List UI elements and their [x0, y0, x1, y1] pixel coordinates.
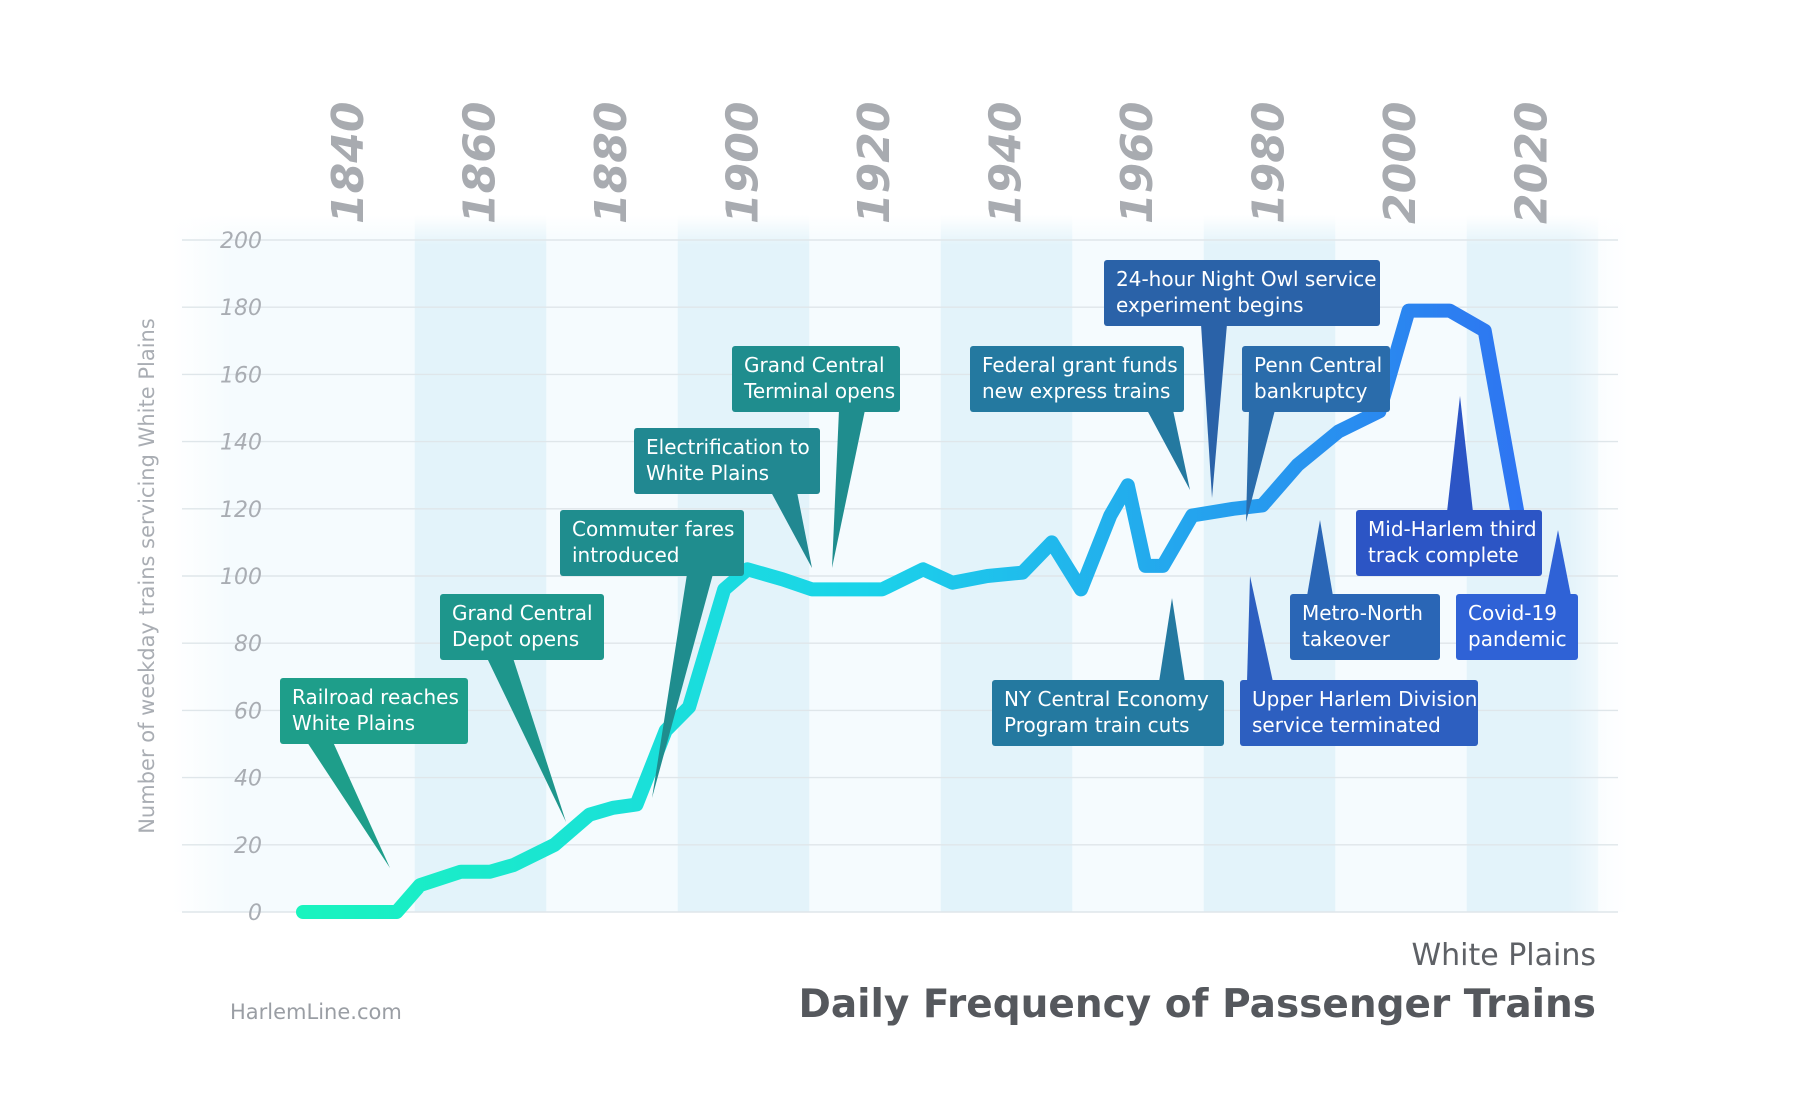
x-tick-label: 1860: [455, 102, 506, 224]
callout-pointer: [1447, 396, 1473, 512]
y-tick-label: 160: [220, 363, 262, 388]
callout-text: Terminal opens: [743, 379, 895, 403]
callout-pointer: [1307, 520, 1333, 596]
x-tick-label: 1920: [849, 102, 900, 224]
callout-box: [1290, 594, 1440, 660]
callout-pointer: [771, 492, 812, 568]
callout-text: Grand Central: [744, 353, 885, 377]
callout-pointer: [652, 574, 713, 798]
y-tick-label: 60: [234, 699, 262, 724]
callout-pointer: [1545, 530, 1571, 596]
y-axis: 0 20 40 60 80 100 120 140 160 180 200: [220, 229, 262, 926]
callout-box: [634, 428, 820, 494]
callout-box: [1356, 510, 1542, 576]
callout-text: Depot opens: [452, 627, 579, 651]
callout-text: introduced: [572, 543, 679, 567]
y-tick-label: 180: [220, 296, 262, 321]
callout-pointer: [1246, 410, 1275, 522]
x-axis: 1840 1860 1880 1900 1920 1940 1960 1980 2000 2020: [323, 102, 1558, 224]
series-line: [296, 303, 1527, 919]
x-tick-label: 1840: [323, 102, 374, 224]
callout-text: Railroad reaches: [292, 685, 459, 709]
callout-text: new express trains: [982, 379, 1170, 403]
callout-box: [560, 510, 744, 576]
decade-band: [940, 215, 1073, 912]
series-line-group: [296, 303, 1527, 919]
callout-text: Electrification to: [646, 435, 810, 459]
callout-pointer: [1147, 410, 1190, 490]
y-tick-label: 100: [220, 565, 262, 590]
callout-pointer: [487, 658, 566, 822]
callout-text: service terminated: [1252, 713, 1441, 737]
decade-band: [414, 215, 547, 912]
x-tick-label: 2000: [1375, 102, 1426, 224]
y-tick-label: 40: [234, 767, 262, 792]
callout-text: Metro-North: [1302, 601, 1423, 625]
x-tick-label: 1900: [718, 102, 769, 224]
callout-box: [1104, 260, 1380, 326]
y-tick-label: 20: [234, 834, 262, 859]
y-axis-label: Number of weekday trains servicing White…: [135, 318, 159, 834]
callout-text: Upper Harlem Division: [1252, 687, 1477, 711]
callout-pointer: [1247, 576, 1273, 682]
callout-text: Penn Central: [1254, 353, 1382, 377]
callout-pointer: [832, 410, 865, 568]
x-tick-label: 2020: [1507, 102, 1558, 224]
callout-box: [280, 678, 468, 744]
chart-title: Daily Frequency of Passenger Trains: [798, 982, 1596, 1027]
x-tick-label: 1980: [1244, 102, 1295, 224]
callout-text: pandemic: [1468, 627, 1567, 651]
callout-box: [440, 594, 604, 660]
callout-text: Program train cuts: [1004, 713, 1190, 737]
y-tick-label: 200: [220, 229, 262, 254]
callout-text: White Plains: [646, 461, 769, 485]
callout-text: NY Central Economy: [1004, 687, 1209, 711]
callout-text: Mid-Harlem third: [1368, 517, 1537, 541]
x-tick-label: 1960: [1112, 102, 1163, 224]
callout-text: bankruptcy: [1254, 379, 1368, 403]
y-tick-label: 80: [234, 632, 262, 657]
plot-background: [172, 215, 1628, 912]
callout-text: White Plains: [292, 711, 415, 735]
x-tick-label: 1880: [586, 102, 637, 224]
y-tick-label: 120: [220, 498, 262, 523]
callout-box: [970, 346, 1184, 412]
callout-box: [732, 346, 900, 412]
callout-text: track complete: [1368, 543, 1519, 567]
callout-pointer: [1159, 598, 1185, 682]
callout-box: [992, 680, 1224, 746]
callout-text: 24-hour Night Owl service: [1116, 267, 1377, 291]
x-tick-label: 1940: [981, 102, 1032, 224]
callout-box: [1240, 680, 1478, 746]
callout-text: takeover: [1302, 627, 1391, 651]
callout-text: Commuter fares: [572, 517, 734, 541]
chart-subtitle: White Plains: [1411, 938, 1596, 973]
callout-text: Federal grant funds: [982, 353, 1178, 377]
callout-pointer: [307, 742, 390, 868]
y-tick-label: 140: [220, 431, 262, 456]
credit-link[interactable]: HarlemLine.com: [230, 1000, 402, 1024]
callout-text: Covid-19: [1468, 601, 1557, 625]
y-tick-label: 0: [248, 901, 262, 926]
callout-pointer: [1201, 324, 1227, 498]
callout-box: [1456, 594, 1578, 660]
callout-text: Grand Central: [452, 601, 593, 625]
callout-box: [1242, 346, 1390, 412]
callout-text: experiment begins: [1116, 293, 1304, 317]
